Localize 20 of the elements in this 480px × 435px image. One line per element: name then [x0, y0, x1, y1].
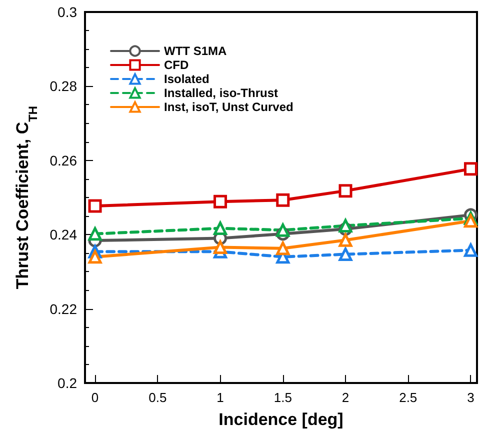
legend-label: Installed, iso-Thrust [164, 86, 278, 100]
y-tick-label: 0.24 [50, 226, 78, 243]
y-tick-label: 0.26 [50, 152, 78, 168]
y-tick-label: 0.22 [50, 300, 78, 317]
y-tick-label: 0.28 [50, 78, 78, 94]
legend-label: WTT S1MA [164, 44, 227, 58]
legend-label: Isolated [164, 72, 210, 86]
x-tick-label: 1 [216, 390, 224, 405]
x-tick-label: 1.5 [274, 390, 292, 405]
y-axis-title: Thrust Coefficient, CTH [12, 106, 40, 290]
x-tick-label: 3 [467, 390, 474, 405]
x-tick-label: 0 [91, 390, 99, 405]
x-tick-label: 2.5 [399, 390, 418, 405]
x-tick-label: 0.5 [148, 390, 167, 405]
legend-label: CFD [164, 58, 189, 72]
legend-label: Inst, isoT, Unst Curved [164, 100, 294, 114]
x-tick-label: 2 [342, 390, 350, 405]
x-axis-title: Incidence [deg] [218, 410, 344, 429]
y-tick-label: 0.3 [58, 4, 78, 20]
y-tick-label: 0.2 [58, 375, 78, 391]
